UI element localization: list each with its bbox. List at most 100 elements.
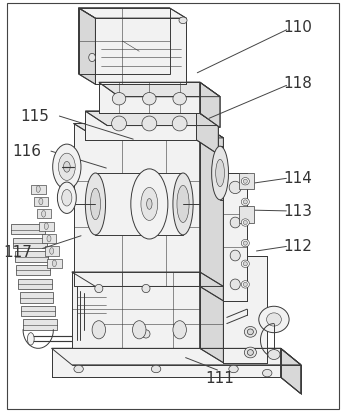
Polygon shape (15, 252, 48, 262)
Ellipse shape (111, 117, 127, 132)
Ellipse shape (229, 366, 238, 373)
Ellipse shape (243, 221, 247, 225)
Polygon shape (34, 197, 48, 206)
Ellipse shape (229, 182, 241, 194)
Ellipse shape (90, 189, 101, 220)
Polygon shape (16, 266, 50, 275)
Ellipse shape (241, 178, 249, 185)
Ellipse shape (173, 93, 186, 106)
Ellipse shape (268, 350, 280, 360)
Ellipse shape (74, 366, 83, 373)
Ellipse shape (216, 160, 224, 187)
Polygon shape (11, 225, 45, 235)
Polygon shape (13, 238, 47, 249)
Ellipse shape (247, 350, 253, 356)
Ellipse shape (27, 333, 34, 345)
Polygon shape (86, 112, 219, 126)
Text: 111: 111 (206, 370, 235, 385)
Ellipse shape (241, 240, 249, 247)
Ellipse shape (42, 211, 45, 218)
Ellipse shape (52, 261, 56, 267)
Ellipse shape (92, 321, 106, 339)
Polygon shape (200, 83, 220, 128)
Polygon shape (200, 272, 223, 363)
Bar (95, 173, 183, 235)
Ellipse shape (53, 145, 81, 190)
Text: 117: 117 (3, 244, 32, 259)
Ellipse shape (36, 186, 40, 193)
Ellipse shape (172, 117, 187, 132)
Polygon shape (52, 349, 281, 377)
Ellipse shape (243, 282, 247, 287)
Polygon shape (223, 256, 267, 363)
Polygon shape (281, 349, 301, 394)
Ellipse shape (142, 285, 150, 293)
Ellipse shape (241, 219, 249, 227)
Ellipse shape (64, 162, 70, 173)
Ellipse shape (230, 251, 240, 261)
Polygon shape (47, 259, 62, 268)
Ellipse shape (243, 242, 247, 246)
Text: 115: 115 (21, 109, 49, 123)
Polygon shape (99, 83, 220, 97)
Ellipse shape (244, 347, 256, 358)
Text: 110: 110 (283, 20, 312, 35)
Polygon shape (79, 9, 170, 75)
Polygon shape (239, 173, 254, 190)
Ellipse shape (95, 285, 103, 293)
Ellipse shape (152, 366, 161, 373)
Ellipse shape (241, 199, 249, 206)
Polygon shape (18, 279, 52, 289)
Polygon shape (79, 9, 95, 85)
Text: 113: 113 (283, 203, 312, 218)
Polygon shape (239, 206, 254, 223)
Ellipse shape (247, 329, 253, 335)
Ellipse shape (266, 313, 281, 326)
Ellipse shape (147, 199, 152, 210)
Polygon shape (20, 292, 53, 303)
Ellipse shape (50, 248, 54, 255)
Polygon shape (200, 124, 223, 301)
Ellipse shape (179, 18, 187, 24)
Ellipse shape (131, 169, 168, 240)
Polygon shape (72, 272, 223, 287)
Ellipse shape (177, 186, 189, 223)
Polygon shape (44, 247, 59, 256)
Polygon shape (86, 112, 197, 141)
Ellipse shape (212, 147, 228, 200)
Ellipse shape (132, 321, 146, 339)
Polygon shape (21, 306, 55, 316)
Polygon shape (23, 320, 57, 330)
Ellipse shape (263, 370, 272, 377)
Polygon shape (197, 112, 219, 155)
Ellipse shape (142, 330, 150, 338)
Ellipse shape (241, 261, 249, 268)
Ellipse shape (62, 190, 72, 206)
Ellipse shape (173, 321, 186, 339)
Polygon shape (79, 9, 186, 19)
Ellipse shape (44, 223, 48, 230)
Polygon shape (74, 124, 223, 139)
Polygon shape (95, 19, 186, 85)
Ellipse shape (39, 199, 43, 205)
Text: 118: 118 (283, 76, 312, 90)
Polygon shape (223, 173, 247, 301)
Text: 112: 112 (283, 238, 312, 253)
Ellipse shape (243, 180, 247, 184)
Text: 116: 116 (12, 143, 41, 159)
Ellipse shape (241, 281, 249, 288)
Ellipse shape (112, 93, 126, 106)
Ellipse shape (173, 173, 193, 235)
Polygon shape (72, 272, 200, 349)
Ellipse shape (141, 188, 158, 221)
Ellipse shape (58, 154, 75, 181)
Ellipse shape (230, 279, 240, 290)
Ellipse shape (244, 327, 256, 337)
Polygon shape (52, 349, 301, 365)
Ellipse shape (57, 183, 76, 214)
Polygon shape (99, 83, 200, 114)
Polygon shape (37, 210, 51, 219)
Ellipse shape (243, 262, 247, 266)
Ellipse shape (142, 117, 157, 132)
Polygon shape (42, 235, 56, 244)
